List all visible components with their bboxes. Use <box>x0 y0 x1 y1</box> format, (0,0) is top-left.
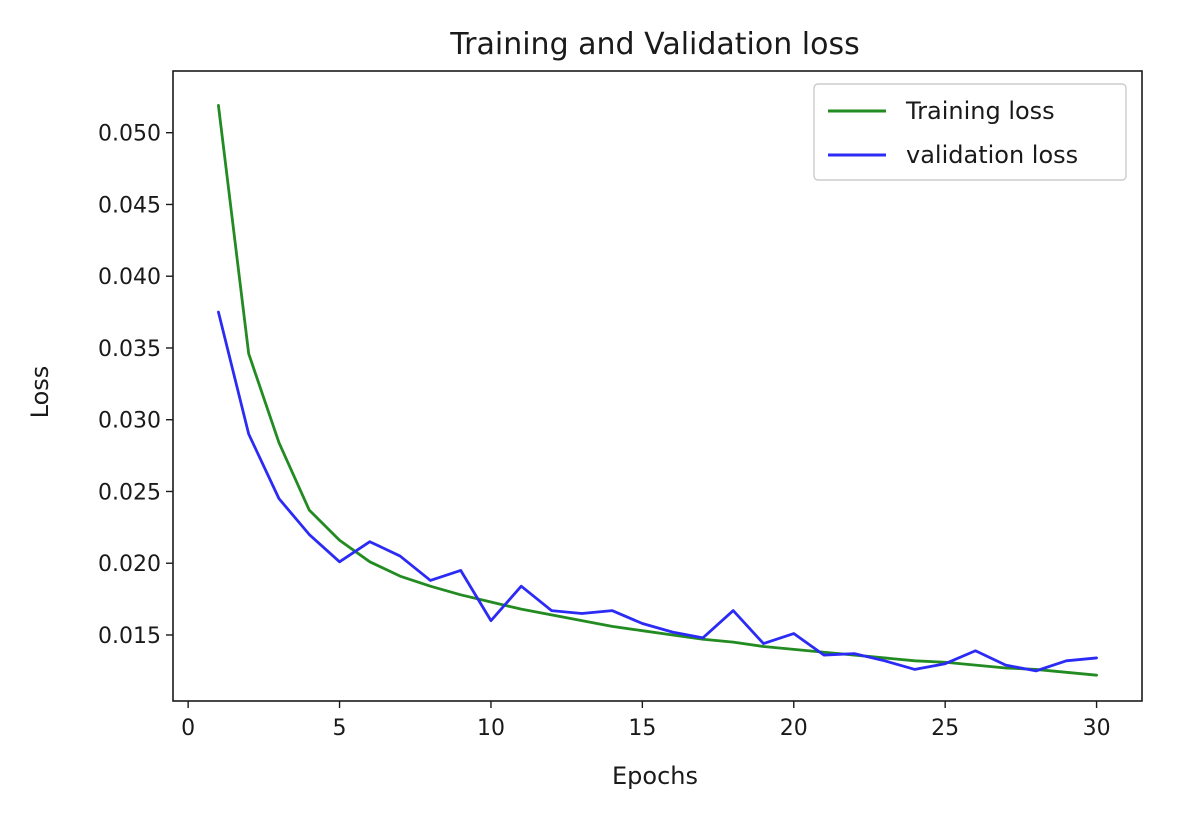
plot-area: 0 5 10 15 20 25 30 0.0150.0200.0250.0300.0350.… <box>98 70 1143 741</box>
x-axis: 0 5 10 15 20 25 30 <box>181 701 1111 741</box>
y-tick-label: 0.015 <box>98 624 161 649</box>
series-lines <box>217 104 1098 677</box>
x-tick-label: 30 <box>1083 716 1111 741</box>
y-tick-label: 0.045 <box>98 193 161 218</box>
legend-box <box>813 83 1127 181</box>
x-tick-label: 25 <box>931 716 959 741</box>
x-tick-label: 20 <box>780 716 808 741</box>
y-axis-label: Loss <box>26 366 54 419</box>
y-tick-label: 0.025 <box>98 480 161 505</box>
y-axis: 0.015 0.020 0.025 0.030 0.035 0.040 0.045 0.050 <box>98 122 173 649</box>
x-tick-label: 15 <box>628 716 656 741</box>
series-line-training-loss <box>217 104 1098 677</box>
legend-label-training-loss: Training loss <box>905 97 1055 125</box>
x-tick-label: 0 <box>181 716 195 741</box>
chart-title: Training and Validation loss <box>449 27 860 62</box>
series-line-validation-loss <box>217 310 1098 673</box>
y-tick-label: 0.040 <box>98 265 161 290</box>
x-axis-label: Epochs <box>612 762 698 790</box>
y-tick-label: 0.050 <box>98 122 161 147</box>
x-tick-label: 5 <box>333 716 347 741</box>
y-tick-label: 0.020 <box>98 552 161 577</box>
y-tick-label: 0.030 <box>98 409 161 434</box>
x-tick-label: 10 <box>477 716 505 741</box>
legend-label-validation-loss: validation loss <box>906 141 1078 169</box>
legend: Training loss validation loss <box>813 83 1127 181</box>
y-tick-label: 0.035 <box>98 337 161 362</box>
plot-frame <box>172 70 1143 702</box>
